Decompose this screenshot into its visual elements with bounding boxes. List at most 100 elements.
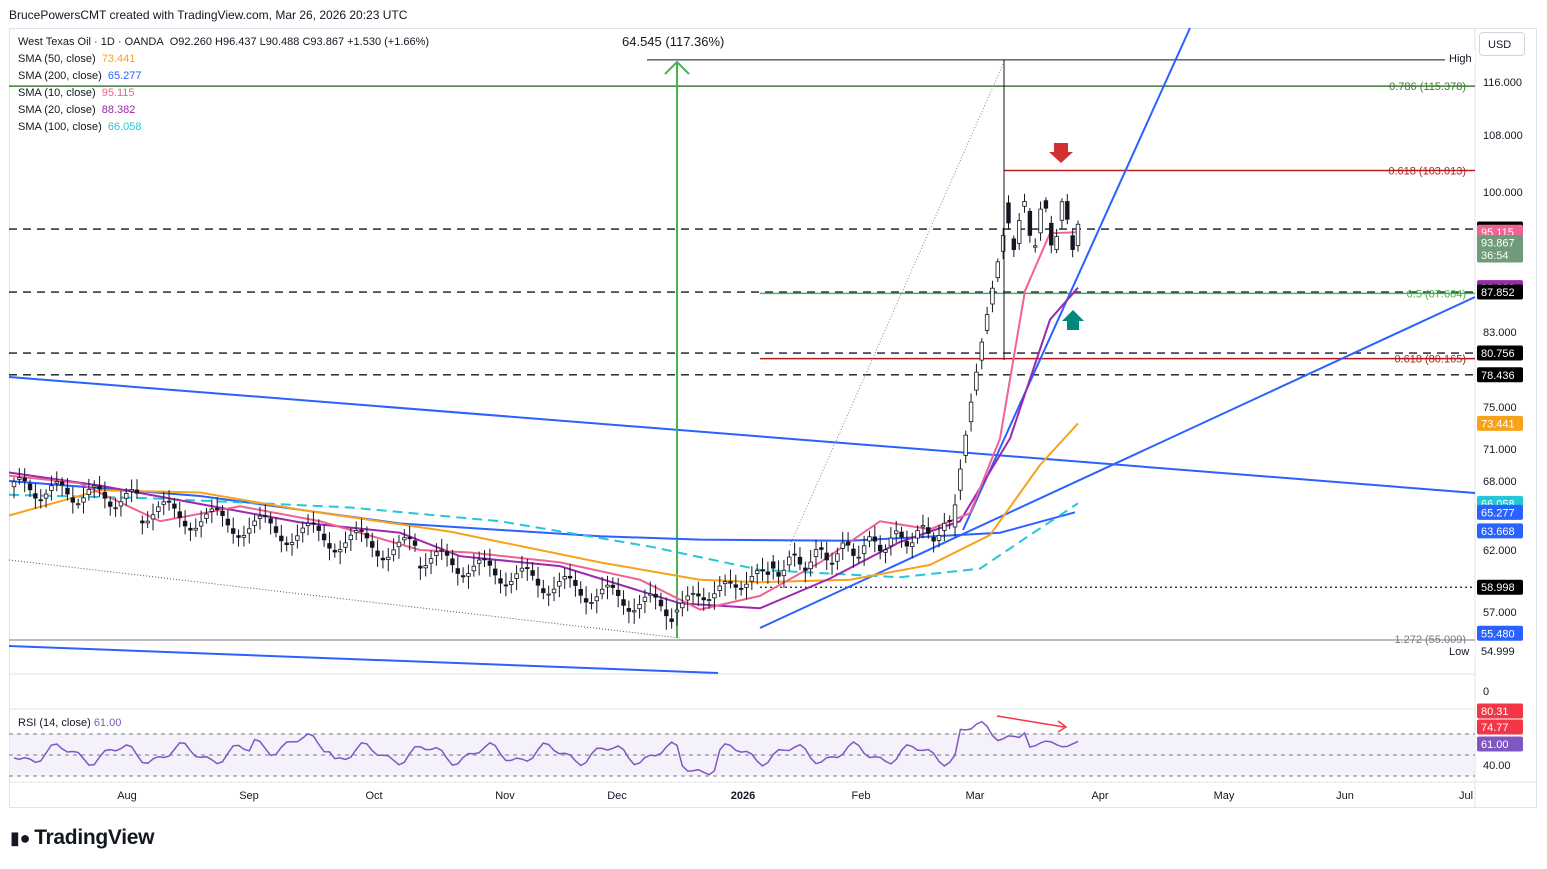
- candle-body: [899, 531, 904, 538]
- time-axis-label: Feb: [852, 790, 871, 802]
- candle-body: [177, 511, 182, 518]
- candle-body: [947, 520, 952, 522]
- price-axis-label: 100.000: [1483, 187, 1523, 199]
- candle-body: [685, 595, 690, 601]
- sma-label: SMA (10, close): [18, 87, 96, 99]
- candle-body: [626, 608, 632, 612]
- candle-body: [49, 485, 54, 492]
- candle-body: [958, 468, 963, 491]
- candle-body: [295, 535, 300, 541]
- candle-body: [386, 556, 391, 560]
- candle-body: [690, 592, 696, 595]
- candle-body: [910, 542, 915, 547]
- sma-value: 88.382: [101, 104, 136, 116]
- candle-body: [337, 549, 343, 553]
- price-tag-bg: [1477, 643, 1523, 659]
- tradingview-logo[interactable]: ▮● TradingView: [10, 826, 155, 850]
- tradingview-logo-icon: ▮●: [10, 828, 31, 848]
- candle-body: [22, 477, 27, 482]
- price-tag: 55.480: [1481, 628, 1515, 640]
- divergence-line: [996, 715, 1065, 728]
- candle-body: [931, 537, 936, 542]
- candle-body: [530, 570, 535, 576]
- candle-body: [648, 593, 653, 596]
- candle-body: [418, 565, 423, 569]
- candle-body: [92, 485, 97, 488]
- price-tag-bg: [1477, 625, 1523, 641]
- candle-body: [263, 515, 268, 518]
- candle-body: [113, 507, 118, 510]
- candle-body: [17, 477, 22, 480]
- candle-body: [311, 522, 316, 525]
- rsi-label: RSI (14, close): [18, 717, 91, 729]
- candle-body: [241, 535, 247, 538]
- candle-body: [412, 540, 418, 546]
- price-axis-label: 108.000: [1483, 130, 1523, 142]
- sma-row[interactable]: SMA (200, close) 65.277: [18, 68, 432, 85]
- candle-body: [380, 557, 386, 561]
- candle-body: [268, 518, 273, 524]
- rsi-legend[interactable]: RSI (14, close) 61.00: [18, 717, 121, 729]
- candle-body: [1054, 236, 1059, 250]
- candle-body: [1022, 200, 1027, 207]
- candle-body: [610, 584, 616, 588]
- candle-body: [321, 533, 327, 541]
- currency-selector[interactable]: USD: [1479, 32, 1525, 56]
- sma-row[interactable]: SMA (10, close) 95.115: [18, 85, 432, 102]
- trend-line: [8, 376, 1476, 494]
- rsi-line: [13, 720, 1079, 776]
- sma-row[interactable]: SMA (20, close) 88.382: [18, 102, 432, 119]
- candle-body: [653, 593, 658, 598]
- time-axis-label: Oct: [365, 790, 382, 802]
- candle-body: [1027, 210, 1033, 236]
- price-axis-label: 116.000: [1483, 77, 1522, 89]
- price-tag-bg: [1477, 345, 1523, 361]
- sma-row[interactable]: SMA (50, close) 73.441: [18, 51, 432, 68]
- candle-body: [482, 558, 487, 561]
- price-tag: 58.998: [1481, 582, 1515, 594]
- time-axis-label: Mar: [966, 790, 985, 802]
- candle-body: [888, 537, 894, 547]
- candle-body: [1059, 201, 1065, 221]
- candle-body: [375, 550, 380, 557]
- candle-body: [835, 553, 840, 562]
- candle-body: [1049, 222, 1054, 246]
- symbol-name[interactable]: West Texas Oil · 1D · OANDA: [18, 36, 164, 48]
- rsi-value: 61.00: [93, 717, 122, 729]
- chart-attribution: BrucePowersCMT created with TradingView.…: [9, 8, 408, 22]
- sma-value: 66.058: [107, 121, 142, 133]
- rsi-tag-bg: [1477, 736, 1523, 752]
- rsi-tag: 61.00: [1481, 739, 1509, 751]
- candle-body: [722, 581, 728, 585]
- candle-body: [156, 506, 161, 512]
- sma-label: SMA (200, close): [18, 70, 102, 82]
- candle-body: [942, 522, 947, 531]
- time-axis-label: Aug: [117, 790, 137, 802]
- candle-body: [391, 549, 396, 556]
- candle-body: [220, 510, 225, 517]
- sma-20-line: [8, 287, 1079, 610]
- candle-body: [1033, 245, 1038, 248]
- sma-row[interactable]: SMA (100, close) 66.058: [18, 119, 432, 136]
- price-axis-label: 83.000: [1483, 327, 1517, 339]
- candle-body: [877, 544, 883, 552]
- candle-body: [209, 508, 215, 512]
- candle-body: [1043, 200, 1049, 209]
- time-axis-label: Jul: [1459, 790, 1473, 802]
- candle-body: [97, 485, 102, 490]
- candle-body: [856, 556, 861, 559]
- candle-body: [952, 504, 958, 528]
- candle-body: [813, 549, 819, 557]
- price-tag-bg: [1477, 415, 1523, 431]
- candle-body: [252, 520, 257, 526]
- candle-body: [161, 501, 166, 505]
- measure-arrow-head: [664, 60, 690, 75]
- candle-body: [476, 559, 482, 564]
- candle-body: [86, 489, 92, 495]
- candle-body: [364, 533, 370, 539]
- candle-body: [573, 579, 578, 586]
- candle-body: [145, 520, 150, 524]
- price-tag-bg: [1477, 284, 1523, 300]
- candle-body: [332, 549, 338, 553]
